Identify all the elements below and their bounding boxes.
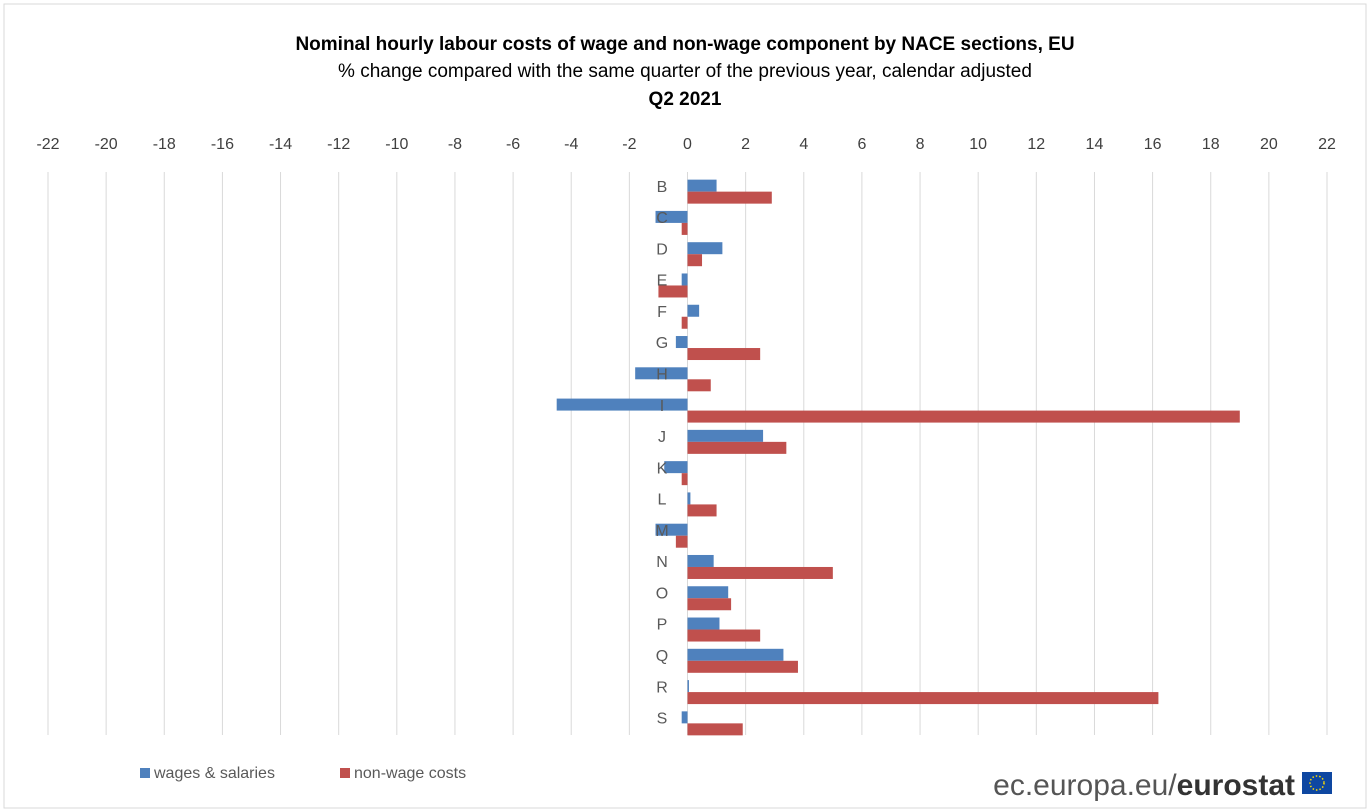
source-domain: ec.europa.eu/	[993, 769, 1177, 802]
x-tick-label: -12	[327, 136, 350, 153]
x-tick-label: -4	[564, 136, 578, 153]
x-tick-label: -14	[269, 136, 292, 153]
bar	[664, 461, 688, 474]
category-label: I	[660, 398, 664, 415]
bar	[687, 179, 717, 192]
category-label: G	[656, 335, 668, 352]
bar	[687, 348, 761, 361]
chart-period: Q2 2021	[649, 89, 722, 110]
category-label: P	[657, 617, 668, 634]
bar	[687, 617, 720, 630]
x-tick-label: 2	[741, 136, 750, 153]
x-tick-label: -22	[36, 136, 59, 153]
category-label: C	[656, 210, 668, 227]
category-label: H	[656, 367, 668, 384]
eu-flag	[1302, 772, 1332, 794]
x-tick-label: -10	[385, 136, 408, 153]
x-tick-label: 10	[969, 136, 987, 153]
category-label: J	[658, 429, 666, 446]
bar	[655, 210, 688, 223]
x-tick-label: 12	[1027, 136, 1045, 153]
bar	[687, 441, 787, 454]
category-label: O	[656, 585, 668, 602]
bar	[655, 523, 688, 536]
bar	[681, 222, 688, 235]
legend-label: non-wage costs	[354, 765, 466, 782]
category-label: D	[656, 241, 668, 258]
bar	[658, 285, 688, 298]
legend-swatch	[140, 768, 150, 778]
bar	[687, 242, 723, 255]
category-label: E	[657, 273, 668, 290]
eu-stars	[1309, 775, 1325, 791]
bar	[687, 629, 761, 642]
bar	[687, 692, 1159, 705]
x-tick-label: 14	[1086, 136, 1104, 153]
source: ec.europa.eu/eurostat	[993, 769, 1295, 802]
source-brand: eurostat	[1177, 769, 1295, 802]
bar	[681, 273, 688, 286]
x-tick-label: -16	[211, 136, 234, 153]
x-tick-label: 0	[683, 136, 692, 153]
x-tick-label: -6	[506, 136, 520, 153]
x-tick-label: -8	[448, 136, 462, 153]
bar	[687, 554, 714, 567]
x-tick-label: 16	[1144, 136, 1162, 153]
category-label: S	[657, 711, 668, 728]
x-tick-label: 20	[1260, 136, 1278, 153]
bar	[687, 660, 798, 673]
x-tick-label: -20	[95, 136, 118, 153]
x-tick-label: 6	[857, 136, 866, 153]
x-tick-label: -18	[153, 136, 176, 153]
bar	[687, 191, 772, 204]
bar	[687, 429, 764, 442]
chart-title: Nominal hourly labour costs of wage and …	[295, 34, 1074, 55]
bar	[675, 336, 688, 349]
legend-label: wages & salaries	[153, 765, 275, 782]
bar	[687, 254, 703, 267]
bar	[687, 648, 784, 661]
x-tick-label: 18	[1202, 136, 1220, 153]
category-label: M	[655, 523, 668, 540]
bar	[635, 367, 688, 380]
bar	[687, 504, 717, 517]
bar	[556, 398, 688, 411]
x-tick-label: 4	[799, 136, 808, 153]
category-label: K	[657, 460, 668, 477]
bar	[687, 304, 700, 317]
bar	[687, 492, 691, 505]
bar	[687, 680, 689, 693]
x-tick-label: 8	[916, 136, 925, 153]
bar	[687, 598, 732, 611]
bar	[681, 473, 688, 486]
bar	[681, 711, 688, 724]
category-label: R	[656, 679, 668, 696]
chart-subtitle: % change compared with the same quarter …	[338, 61, 1032, 82]
bar	[687, 723, 743, 736]
bar	[681, 316, 688, 329]
bar	[675, 535, 688, 548]
x-tick-label: -2	[622, 136, 636, 153]
x-tick-label: 22	[1318, 136, 1336, 153]
category-label: F	[657, 304, 667, 321]
bar	[687, 566, 833, 579]
category-label: L	[658, 492, 667, 509]
bar	[687, 379, 711, 392]
bar	[687, 586, 729, 599]
category-label: N	[656, 554, 668, 571]
legend-swatch	[340, 768, 350, 778]
category-label: B	[657, 179, 668, 196]
category-label: Q	[656, 648, 668, 665]
bar	[687, 410, 1240, 423]
